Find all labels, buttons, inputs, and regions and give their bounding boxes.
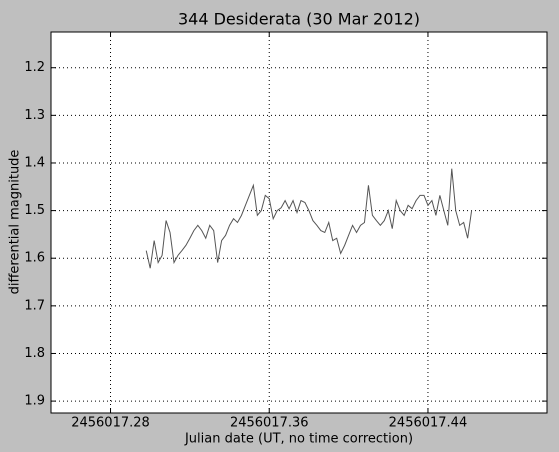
y-tick-label: 1.3 [24, 108, 45, 123]
x-tick-label: 2456017.36 [230, 416, 309, 431]
plot-area [51, 32, 547, 413]
x-axis-label: Julian date (UT, no time correction) [184, 432, 413, 447]
chart-title: 344 Desiderata (30 Mar 2012) [178, 10, 420, 29]
y-axis-label: differential magnitude [8, 150, 23, 295]
y-tick-label: 1.6 [24, 251, 45, 266]
y-tick-label: 1.5 [24, 203, 45, 218]
x-tick-label: 2456017.28 [71, 416, 150, 431]
y-tick-label: 1.2 [24, 60, 45, 75]
y-tick-label: 1.9 [24, 394, 45, 409]
y-tick-label: 1.4 [24, 155, 45, 170]
data-line [145, 168, 473, 269]
y-tick-label: 1.8 [24, 346, 45, 361]
x-tick-label: 2456017.44 [389, 416, 468, 431]
plot-frame [50, 31, 548, 414]
y-tick-label: 1.7 [24, 298, 45, 313]
